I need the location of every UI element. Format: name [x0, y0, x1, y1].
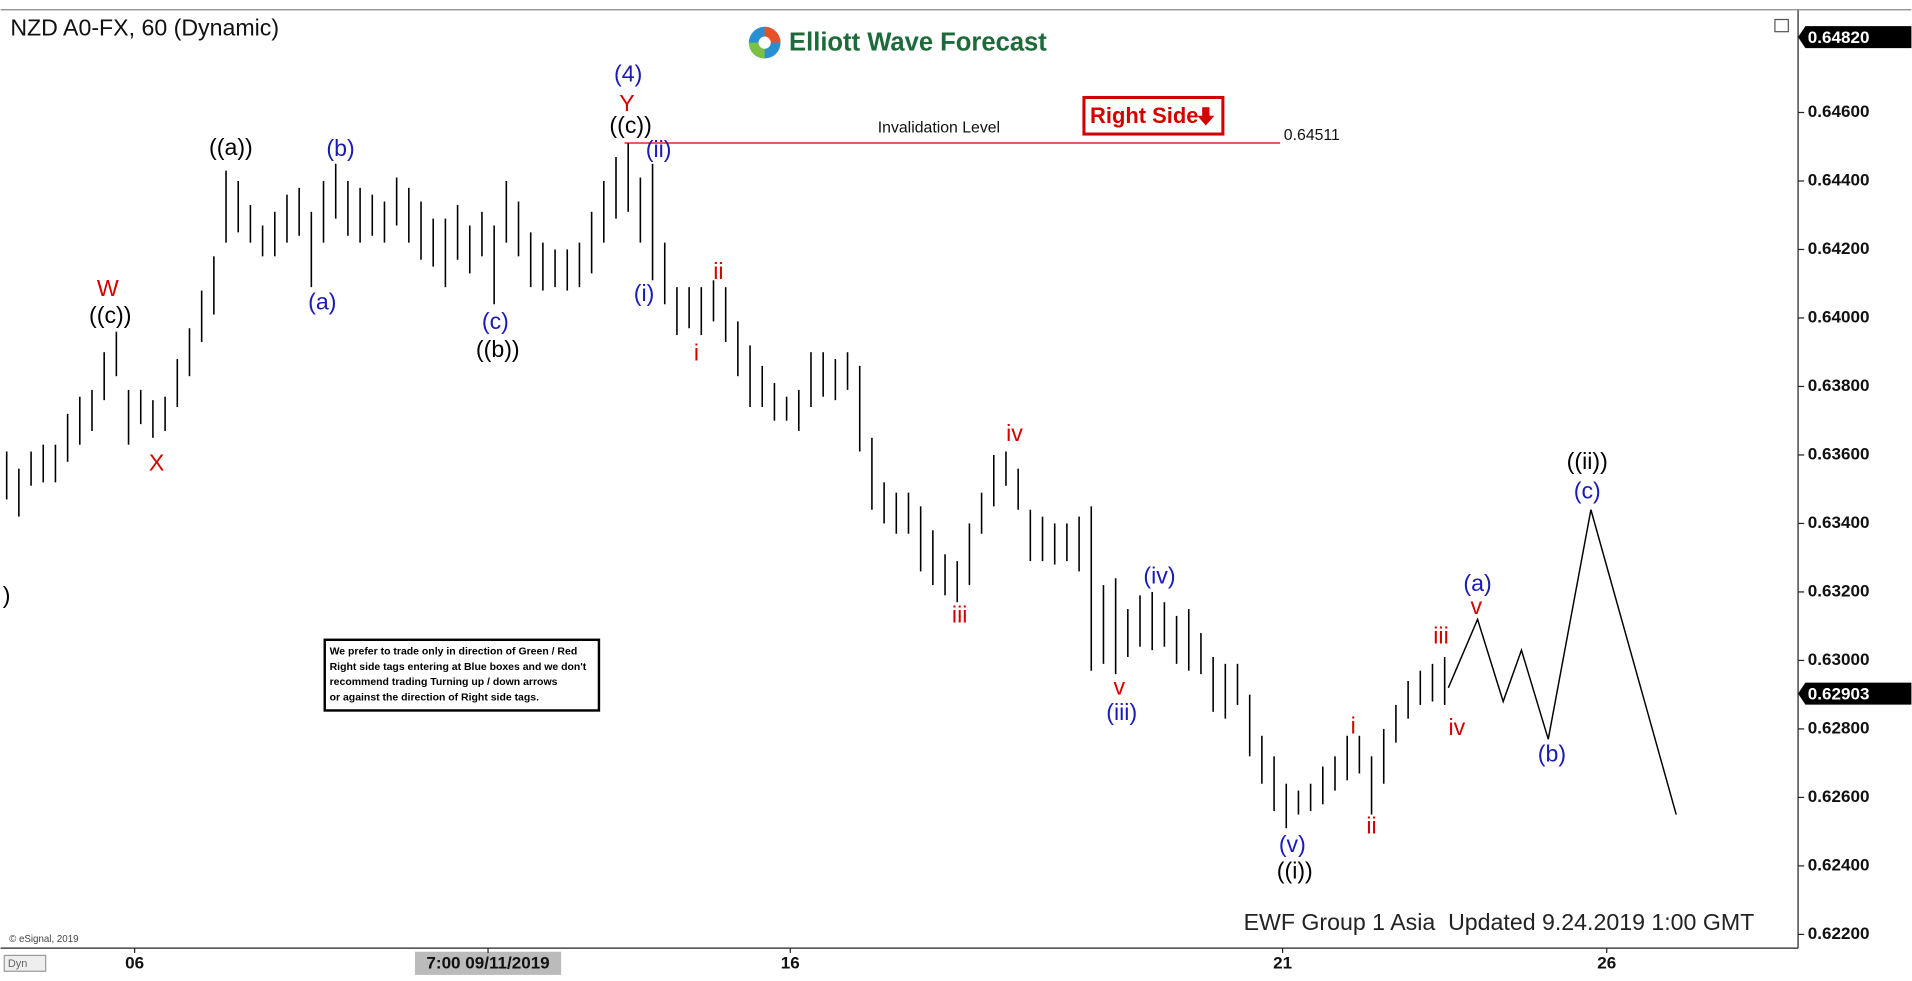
wave-label: (b): [1538, 741, 1566, 767]
note-box: We prefer to trade only in direction of …: [323, 638, 601, 712]
wave-label: (a): [308, 289, 336, 315]
y-tick-label: 0.63000: [1808, 650, 1870, 669]
price-marker-label: 0.62903: [1808, 684, 1870, 703]
wave-label: (c): [1574, 477, 1601, 503]
wave-label: ((c)): [89, 302, 131, 328]
wave-label: ): [3, 582, 11, 608]
right-side-tag: Right Side: [1082, 95, 1225, 136]
corner-label: Dyn: [8, 958, 27, 970]
wave-label: i: [1351, 713, 1356, 739]
wave-label: ((c)): [609, 112, 651, 138]
x-tick-label: 7:00 09/11/2019: [426, 953, 549, 972]
wave-label: ((i)): [1277, 858, 1313, 884]
y-tick-label: 0.62200: [1808, 924, 1870, 943]
note-line: Right side tags entering at Blue boxes a…: [330, 662, 587, 673]
y-tick-label: 0.64400: [1808, 170, 1870, 189]
wave-label: ii: [1366, 813, 1376, 839]
wave-label: (4): [614, 61, 642, 87]
wave-label: X: [149, 449, 164, 475]
tag-text: Right Side: [1090, 103, 1198, 128]
y-tick-label: 0.64000: [1808, 307, 1870, 326]
wave-label: ((b)): [476, 336, 520, 362]
y-tick-label: 0.63800: [1808, 376, 1870, 395]
y-tick-label: 0.62400: [1808, 855, 1870, 874]
invalidation-value: 0.64511: [1284, 127, 1340, 144]
note-border: [323, 638, 601, 712]
x-tick-highlight: [414, 951, 562, 975]
y-tick-label: 0.62800: [1808, 718, 1870, 737]
wave-label: (i): [634, 280, 655, 306]
x-tick-label: 16: [781, 953, 800, 972]
footer: EWF Group 1 Asia Updated 9.24.2019 1:00 …: [1244, 909, 1755, 935]
price-marker: [1798, 682, 1912, 705]
price-marker: [1798, 26, 1912, 49]
wave-label: (a): [1463, 570, 1491, 596]
x-tick-label: 06: [125, 953, 144, 972]
x-tick-label: 21: [1273, 953, 1292, 972]
wave-label: (ii): [646, 136, 672, 162]
y-tick-label: 0.63200: [1808, 581, 1870, 600]
logo: Elliott Wave Forecast: [748, 26, 1047, 59]
wave-label: W: [97, 275, 119, 301]
wave-label: ((ii)): [1567, 448, 1608, 474]
invalidation-label: Invalidation Level: [878, 120, 1000, 137]
corner-box: [3, 954, 47, 972]
price-marker-label: 0.64820: [1808, 28, 1870, 47]
brand: Elliott Wave Forecast: [789, 29, 1047, 57]
y-tick-label: 0.64600: [1808, 102, 1870, 121]
source: © eSignal, 2019: [9, 934, 78, 945]
wave-label: ((a)): [209, 134, 253, 160]
wave-label: iii: [952, 602, 967, 628]
wave-label: (v): [1279, 831, 1306, 857]
chart-title: NZD A0-FX, 60 (Dynamic): [10, 14, 279, 40]
wave-label: Y: [619, 90, 634, 116]
y-tick-label: 0.63600: [1808, 444, 1870, 463]
note-line: We prefer to trade only in direction of …: [330, 647, 578, 658]
wave-label: (iii): [1106, 699, 1137, 725]
wave-label: (c): [482, 308, 509, 334]
wave-label: v: [1114, 674, 1126, 700]
wave-label: v: [1471, 593, 1483, 619]
note-line: recommend trading Turning up / down arro…: [330, 677, 558, 688]
window-button[interactable]: [1774, 18, 1789, 33]
logo-icon: [758, 36, 771, 49]
wave-label: iii: [1433, 622, 1448, 648]
note-line: or against the direction of Right side t…: [330, 692, 539, 703]
x-tick-label: 26: [1597, 953, 1616, 972]
y-tick-label: 0.63400: [1808, 513, 1870, 532]
wave-label: i: [694, 340, 699, 366]
wave-label: (b): [326, 135, 354, 161]
wave-label: (iv): [1143, 563, 1175, 589]
wave-label: iv: [1448, 714, 1465, 740]
y-tick-label: 0.64200: [1808, 239, 1870, 258]
tag-arrow: [1197, 107, 1215, 126]
wave-label: ii: [713, 258, 723, 284]
y-tick-label: 0.62600: [1808, 787, 1870, 806]
wave-label: iv: [1006, 420, 1023, 446]
projection-line: [1447, 509, 1677, 815]
